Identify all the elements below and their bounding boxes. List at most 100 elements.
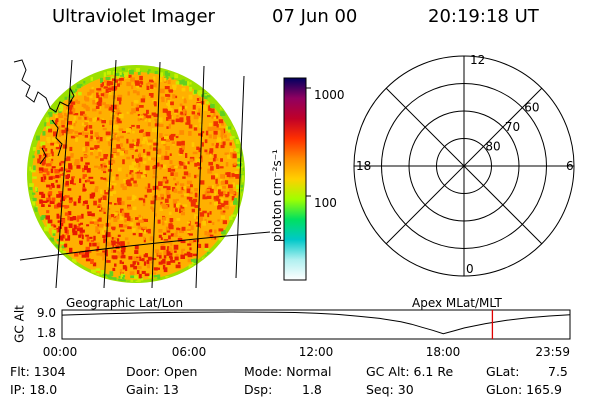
speckle-pixel bbox=[170, 172, 174, 176]
speckle-pixel bbox=[64, 168, 68, 171]
speckle-pixel bbox=[225, 138, 230, 141]
speckle-pixel bbox=[64, 228, 68, 233]
speckle-pixel bbox=[68, 111, 74, 115]
speckle-pixel bbox=[133, 184, 138, 187]
speckle-pixel bbox=[32, 176, 37, 179]
speckle-pixel bbox=[234, 148, 239, 152]
speckle-pixel bbox=[109, 92, 112, 96]
speckle-pixel bbox=[139, 130, 143, 133]
speckle-pixel bbox=[113, 237, 117, 240]
speckle-pixel bbox=[214, 190, 217, 196]
speckle-pixel bbox=[233, 200, 238, 205]
speckle-pixel bbox=[117, 234, 121, 237]
speckle-pixel bbox=[74, 253, 79, 257]
instrument-title: Ultraviolet Imager bbox=[52, 6, 215, 27]
speckle-pixel bbox=[52, 137, 57, 142]
speckle-pixel bbox=[227, 191, 230, 197]
speckle-pixel bbox=[91, 86, 94, 91]
speckle-pixel bbox=[54, 204, 59, 209]
speckle-pixel bbox=[218, 191, 223, 197]
speckle-pixel bbox=[94, 132, 99, 138]
speckle-pixel bbox=[57, 141, 61, 145]
speckle-pixel bbox=[134, 245, 139, 250]
speckle-pixel bbox=[155, 120, 160, 124]
geographic-image-panel bbox=[13, 59, 271, 289]
speckle-pixel bbox=[84, 122, 89, 125]
speckle-pixel bbox=[232, 126, 235, 130]
speckle-pixel bbox=[160, 72, 163, 78]
speckle-pixel bbox=[174, 256, 179, 261]
speckle-pixel bbox=[137, 118, 141, 122]
speckle-pixel bbox=[109, 162, 113, 165]
speckle-pixel bbox=[65, 180, 69, 186]
speckle-pixel bbox=[66, 170, 71, 173]
speckle-pixel bbox=[174, 112, 178, 115]
speckle-pixel bbox=[97, 205, 101, 208]
speckle-pixel bbox=[152, 169, 156, 175]
speckle-pixel bbox=[229, 148, 234, 153]
speckle-pixel bbox=[147, 71, 150, 75]
speckle-pixel bbox=[77, 100, 81, 104]
speckle-pixel bbox=[122, 186, 127, 190]
speckle-pixel bbox=[205, 191, 210, 195]
speckle-pixel bbox=[132, 194, 135, 198]
speckle-pixel bbox=[232, 163, 238, 168]
speckle-pixel bbox=[224, 152, 229, 155]
speckle-pixel bbox=[135, 280, 139, 282]
speckle-pixel bbox=[198, 208, 201, 211]
speckle-pixel bbox=[227, 126, 231, 130]
speckle-pixel bbox=[164, 71, 168, 76]
speckle-pixel bbox=[158, 229, 163, 233]
speckle-pixel bbox=[117, 201, 122, 205]
speckle-pixel bbox=[98, 166, 102, 170]
speckle-pixel bbox=[212, 134, 217, 140]
speckle-pixel bbox=[159, 123, 164, 127]
speckle-pixel bbox=[181, 249, 184, 255]
speckle-pixel bbox=[182, 87, 186, 92]
speckle-pixel bbox=[105, 189, 108, 193]
speckle-pixel bbox=[195, 158, 201, 163]
speckle-pixel bbox=[180, 194, 184, 198]
speckle-pixel bbox=[107, 71, 111, 75]
speckle-pixel bbox=[220, 145, 225, 149]
speckle-pixel bbox=[120, 254, 126, 259]
speckle-pixel bbox=[100, 158, 104, 161]
speckle-pixel bbox=[142, 132, 146, 137]
speckle-pixel bbox=[59, 173, 64, 176]
speckle-pixel bbox=[41, 160, 46, 165]
speckle-pixel bbox=[154, 275, 160, 278]
color-bar-tick-100: 100 bbox=[314, 196, 337, 210]
speckle-pixel bbox=[162, 216, 167, 221]
speckle-pixel bbox=[84, 252, 90, 258]
speckle-pixel bbox=[60, 120, 66, 125]
speckle-pixel bbox=[129, 223, 134, 227]
speckle-pixel bbox=[154, 249, 160, 253]
glat-label: GLat: bbox=[486, 364, 520, 379]
speckle-pixel bbox=[139, 144, 143, 147]
speckle-pixel bbox=[135, 67, 140, 72]
speckle-pixel bbox=[72, 216, 77, 221]
speckle-pixel bbox=[168, 105, 171, 110]
speckle-pixel bbox=[168, 211, 172, 215]
speckle-pixel bbox=[161, 194, 164, 200]
speckle-pixel bbox=[179, 183, 185, 186]
speckle-pixel bbox=[81, 234, 84, 240]
speckle-pixel bbox=[113, 124, 118, 128]
speckle-pixel bbox=[221, 212, 226, 215]
speckle-pixel bbox=[64, 195, 70, 198]
speckle-pixel bbox=[143, 149, 146, 153]
speckle-pixel bbox=[136, 270, 140, 274]
speckle-pixel bbox=[151, 112, 156, 116]
speckle-pixel bbox=[192, 107, 196, 112]
speckle-pixel bbox=[126, 196, 132, 200]
speckle-pixel bbox=[44, 148, 48, 152]
speckle-pixel bbox=[68, 223, 73, 228]
speckle-pixel bbox=[193, 127, 198, 131]
speckle-pixel bbox=[174, 232, 178, 237]
speckle-pixel bbox=[177, 262, 181, 265]
speckle-pixel bbox=[220, 180, 225, 185]
speckle-pixel bbox=[163, 77, 167, 82]
speckle-pixel bbox=[220, 128, 224, 131]
speckle-pixel bbox=[124, 237, 129, 241]
speckle-pixel bbox=[102, 102, 106, 106]
